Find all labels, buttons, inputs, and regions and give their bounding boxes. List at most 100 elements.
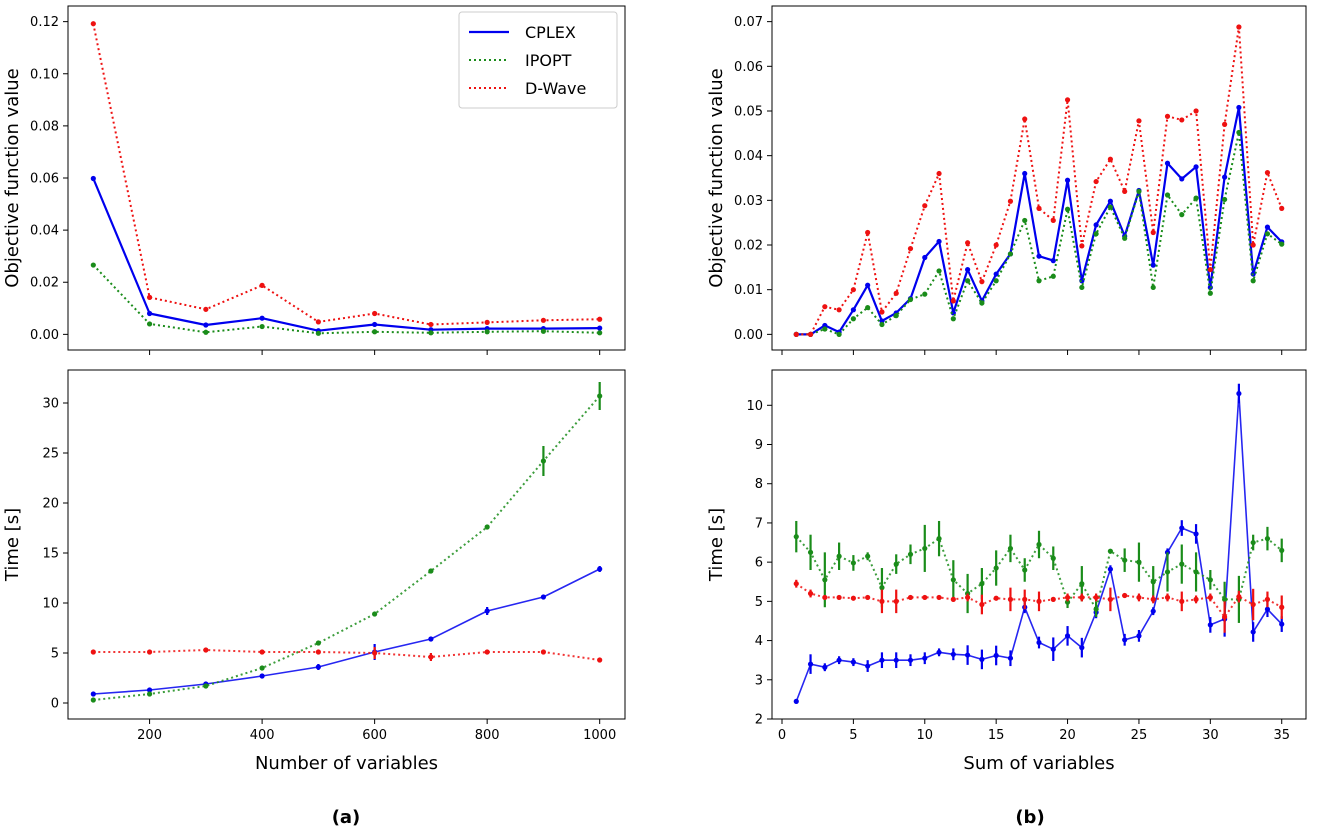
data-point xyxy=(893,313,899,319)
data-point xyxy=(950,577,956,583)
data-point xyxy=(822,577,828,583)
data-point xyxy=(1036,205,1042,211)
data-point xyxy=(428,321,434,328)
data-point xyxy=(259,323,265,330)
data-point xyxy=(936,268,942,274)
data-point xyxy=(965,266,971,273)
data-point xyxy=(540,317,547,323)
data-point xyxy=(950,596,956,602)
data-point xyxy=(1050,258,1056,264)
data-point xyxy=(1050,555,1056,561)
series-d-wave xyxy=(793,24,1285,337)
data-point xyxy=(965,240,971,246)
y-tick-label: 9 xyxy=(755,438,763,453)
data-point xyxy=(1236,104,1242,111)
data-point xyxy=(1007,655,1014,661)
data-point xyxy=(1164,594,1171,601)
chart-a-top: 0.00 0.02 0.04 0.06 0.08 0.10 0.12 Objective fu… xyxy=(2,5,626,355)
data-point xyxy=(907,594,914,601)
data-point xyxy=(540,458,547,464)
data-point xyxy=(1022,116,1028,122)
data-point xyxy=(1179,561,1185,567)
y-tick-label: 25 xyxy=(42,447,59,462)
data-point xyxy=(1093,594,1099,601)
y-tick-label: 3 xyxy=(755,673,763,688)
data-point xyxy=(1164,113,1171,119)
data-point xyxy=(893,598,899,604)
y-tick-label: 0.02 xyxy=(30,276,59,291)
data-point xyxy=(428,636,434,642)
data-point xyxy=(1150,579,1156,585)
data-point xyxy=(1022,170,1028,177)
data-point xyxy=(1250,278,1256,284)
data-point xyxy=(1193,195,1199,201)
data-point xyxy=(922,594,928,601)
data-point xyxy=(1179,212,1185,218)
x-tick-label: 200 xyxy=(137,728,162,743)
y-tick-label: 20 xyxy=(42,497,59,512)
data-point xyxy=(1093,178,1099,185)
data-point xyxy=(993,242,999,248)
data-point xyxy=(979,581,985,587)
data-point xyxy=(1136,594,1142,601)
data-point xyxy=(90,175,96,182)
data-point xyxy=(1250,539,1256,546)
data-point xyxy=(1050,273,1056,279)
x-tick-label: 35 xyxy=(1273,728,1290,743)
data-point xyxy=(372,611,378,617)
data-point xyxy=(1064,97,1071,103)
data-point xyxy=(822,322,828,329)
data-point xyxy=(1107,156,1113,162)
data-point xyxy=(850,307,856,313)
series-d-wave xyxy=(90,21,603,328)
data-point xyxy=(1236,129,1242,136)
data-point xyxy=(865,594,871,601)
data-point xyxy=(979,656,985,662)
y-tick-label: 0.03 xyxy=(734,194,763,209)
data-point xyxy=(372,650,378,656)
x-tick-label: 400 xyxy=(250,728,275,743)
data-point xyxy=(807,661,814,667)
data-point xyxy=(1093,222,1099,228)
data-point xyxy=(1250,242,1256,248)
x-axis-label: Sum of variables xyxy=(963,753,1114,774)
x-tick-label: 15 xyxy=(988,728,1005,743)
data-point xyxy=(793,698,799,704)
data-point xyxy=(1179,525,1185,531)
data-point xyxy=(146,691,153,697)
y-tick-label: 6 xyxy=(755,556,763,571)
data-point xyxy=(1007,198,1014,204)
data-point xyxy=(484,649,490,655)
data-point xyxy=(146,321,153,327)
data-point xyxy=(1050,646,1056,652)
data-point xyxy=(922,203,928,209)
data-point xyxy=(965,594,971,601)
data-point xyxy=(1207,290,1213,296)
data-point xyxy=(993,595,999,601)
data-point xyxy=(1222,121,1228,127)
data-point xyxy=(907,245,914,252)
data-point xyxy=(146,649,153,655)
data-point xyxy=(90,21,96,27)
data-point xyxy=(1050,596,1056,602)
y-tick-label: 10 xyxy=(42,597,59,612)
data-point xyxy=(315,649,321,655)
y-tick-label: 0.02 xyxy=(734,239,763,254)
data-point xyxy=(1050,217,1056,224)
data-point xyxy=(203,683,209,689)
y-axis-label: Objective function value xyxy=(706,68,727,288)
data-point xyxy=(1222,596,1228,602)
series-cplex xyxy=(90,566,603,697)
y-tick-label: 0 xyxy=(51,697,59,712)
data-point xyxy=(1079,284,1085,291)
data-point xyxy=(315,330,321,336)
axes-frame xyxy=(771,369,1307,720)
series-line-ipopt xyxy=(92,264,600,335)
data-point xyxy=(484,524,490,530)
data-point xyxy=(1193,596,1199,602)
y-tick-label: 0.00 xyxy=(734,328,763,343)
data-point xyxy=(540,649,547,655)
data-point xyxy=(879,657,885,663)
data-point xyxy=(936,536,942,542)
data-point xyxy=(1122,188,1128,195)
